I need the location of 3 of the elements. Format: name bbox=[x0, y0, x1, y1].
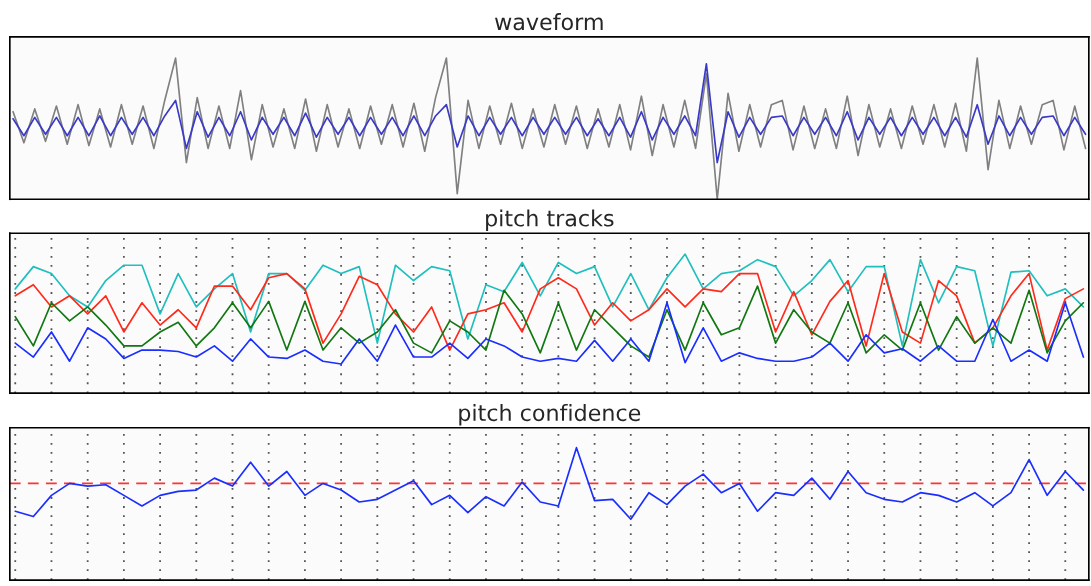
chart-title: waveform bbox=[495, 13, 603, 31]
chart-title: pitch tracks bbox=[486, 209, 614, 231]
chart-title: pitch confidence bbox=[459, 403, 641, 426]
